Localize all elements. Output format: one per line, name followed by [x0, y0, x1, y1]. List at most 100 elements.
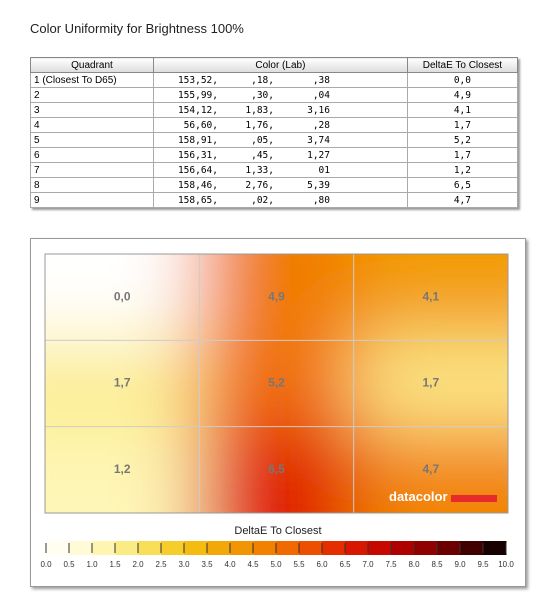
deltae-cell: 0,0 [406, 72, 519, 88]
lab-component: 158,65, [177, 194, 218, 206]
heatmap-cell [45, 426, 200, 513]
legend-swatch [322, 541, 346, 555]
lab-component: 1,27 [307, 149, 330, 161]
heatmap-cell [199, 426, 354, 513]
lab-component: ,80 [312, 194, 330, 206]
legend-tick-label: 0.5 [63, 560, 75, 569]
legend-swatch [230, 541, 254, 555]
legend-tick-label: 10.0 [498, 560, 514, 569]
legend-tick-label: 7.5 [385, 560, 397, 569]
quadrant-cell: 5 [30, 132, 154, 148]
legend-swatch [391, 541, 415, 555]
table-row: 3 154,12, 1,83, 3,16 4,1 [30, 102, 519, 118]
legend-swatch [414, 541, 438, 555]
lab-cell: 156,64, 1,33, 01 [152, 162, 408, 178]
lab-component: 154,12, [177, 104, 218, 116]
legend-tick-label: 4.0 [224, 560, 236, 569]
lab-component: 1,76, [245, 119, 274, 131]
lab-component: ,18, [251, 74, 274, 86]
legend-tick-label: 9.0 [454, 560, 466, 569]
legend-swatch [345, 541, 369, 555]
lab-cell: 56,60, 1,76, ,28 [152, 117, 408, 133]
deltae-cell: 1,7 [406, 147, 519, 163]
quadrant-cell: 8 [30, 177, 154, 193]
deltae-cell: 1,2 [406, 162, 519, 178]
legend-title: DeltaE To Closest [234, 525, 321, 537]
legend-tick-label: 4.5 [247, 560, 259, 569]
lab-component: 3,74 [307, 134, 330, 146]
legend-swatch [46, 541, 70, 555]
legend-swatch [207, 541, 231, 555]
quadrant-cell: 9 [30, 192, 154, 208]
legend-swatch [437, 541, 461, 555]
deltae-cell: 6,5 [406, 177, 519, 193]
legend-tick-label: 8.0 [408, 560, 420, 569]
cell-value-label: 1,2 [114, 462, 131, 476]
lab-component: 158,91, [177, 134, 218, 146]
quadrant-cell: 1 (Closest To D65) [30, 72, 154, 88]
legend-tick-label: 6.5 [339, 560, 351, 569]
legend-tick-label: 5.0 [270, 560, 282, 569]
legend-swatch [276, 541, 300, 555]
column-header: Color (Lab) [152, 57, 408, 73]
quadrant-cell: 4 [30, 117, 154, 133]
lab-cell: 156,31, ,45, 1,27 [152, 147, 408, 163]
legend-swatch [483, 541, 507, 555]
table-row: 7 156,64, 1,33, 01 1,2 [30, 162, 519, 178]
lab-component: 153,52, [177, 74, 218, 86]
quadrant-cell: 7 [30, 162, 154, 178]
deltae-cell: 4,7 [406, 192, 519, 208]
table-row: 1 (Closest To D65) 153,52, ,18, ,38 0,0 [30, 72, 519, 88]
lab-component: ,38 [312, 74, 330, 86]
table-row: 8 158,46, 2,76, 5,39 6,5 [30, 177, 519, 193]
column-header: Quadrant [30, 57, 154, 73]
lab-cell: 154,12, 1,83, 3,16 [152, 102, 408, 118]
table-row: 4 56,60, 1,76, ,28 1,7 [30, 117, 519, 133]
legend-tick-label: 2.0 [132, 560, 144, 569]
cell-value-label: 1,7 [422, 376, 439, 390]
legend-tick-label: 8.5 [431, 560, 443, 569]
legend-tick-label: 1.5 [109, 560, 121, 569]
legend-tick-label: 3.5 [201, 560, 213, 569]
cell-value-label: 4,9 [268, 289, 285, 303]
lab-component: ,30, [251, 89, 274, 101]
legend-tick-label: 3.0 [178, 560, 190, 569]
legend-swatch [460, 541, 484, 555]
quadrant-cell: 3 [30, 102, 154, 118]
table-row: 5 158,91, ,05, 3,74 5,2 [30, 132, 519, 148]
lab-component: 01 [318, 164, 330, 176]
deltae-cell: 4,1 [406, 102, 519, 118]
heatmap-cell [45, 340, 200, 427]
lab-component: 158,46, [177, 179, 218, 191]
lab-cell: 158,91, ,05, 3,74 [152, 132, 408, 148]
legend-swatch [184, 541, 208, 555]
cell-value-label: 5,2 [268, 376, 285, 390]
heatmap-cell [199, 340, 354, 427]
lab-component: 3,16 [307, 104, 330, 116]
legend-swatch [368, 541, 392, 555]
heatmap-cell [45, 254, 200, 341]
lab-component: 1,83, [245, 104, 274, 116]
heatmap-cell [199, 254, 354, 341]
header-row: Quadrant Color (Lab) DeltaE To Closest [30, 57, 519, 73]
deltae-cell: 5,2 [406, 132, 519, 148]
legend-tick-label: 1.0 [86, 560, 98, 569]
lab-component: 156,31, [177, 149, 218, 161]
logo-bar [451, 495, 497, 502]
lab-component: ,28 [312, 119, 330, 131]
lab-component: 5,39 [307, 179, 330, 191]
heatmap-panel: 0,0 4,9 4,1 1,7 5,2 1,7 1,2 6,5 4,7 datacolor Delt… [30, 238, 526, 587]
lab-component: 155,99, [177, 89, 218, 101]
lab-component: ,05, [251, 134, 274, 146]
legend-tick-label: 7.0 [362, 560, 374, 569]
cell-value-label: 6,5 [268, 462, 285, 476]
legend-tick-label: 5.5 [293, 560, 305, 569]
plot-area [45, 254, 508, 513]
legend-tick-label: 6.0 [316, 560, 328, 569]
legend-swatch [92, 541, 116, 555]
page-title: Color Uniformity for Brightness 100% [30, 21, 244, 36]
legend-tick-label: 9.5 [477, 560, 489, 569]
results-table: Quadrant Color (Lab) DeltaE To Closest 1 (… [30, 57, 519, 208]
heatmap-cell [353, 254, 508, 341]
